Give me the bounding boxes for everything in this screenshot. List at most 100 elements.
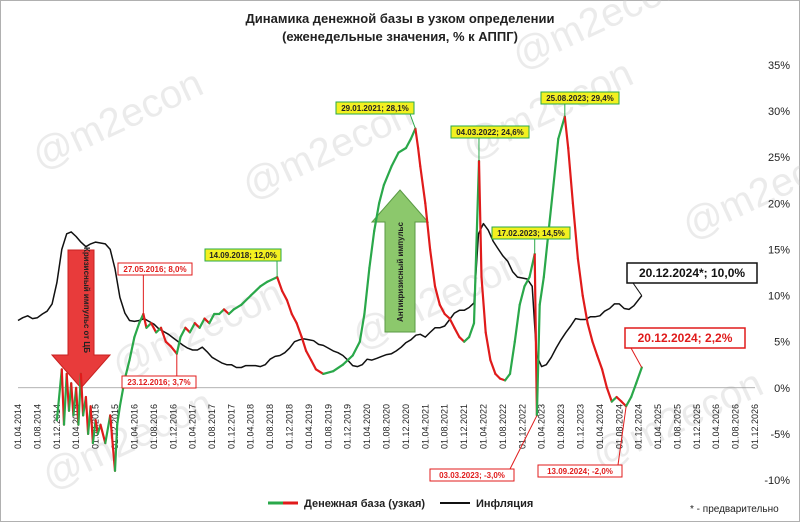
series-segment-money-base (305, 349, 313, 362)
series-segment-money-base (438, 303, 446, 316)
callout-box (450, 125, 530, 139)
series-segment-money-base (480, 276, 487, 334)
x-tick-label: 01.04.2015 (71, 404, 81, 449)
series-segment-money-base (281, 289, 289, 302)
y-tick-label: 25% (768, 152, 790, 164)
x-tick-label: 01.04.2022 (478, 404, 488, 449)
series-segment-money-base (576, 257, 584, 297)
series-segment-money-base (208, 312, 216, 325)
series-segment-money-base (179, 326, 187, 339)
series-segment-money-base (222, 308, 230, 316)
series-segment-money-base (198, 317, 206, 329)
x-tick-label: 01.08.2024 (614, 404, 624, 449)
series-segment-money-base (322, 370, 335, 375)
x-tick-label: 01.08.2023 (556, 404, 566, 449)
x-tick-label: 01.04.2014 (13, 404, 23, 449)
series-segment-money-base (113, 423, 119, 472)
series-segment-money-base (624, 395, 633, 408)
chart-title: Динамика денежной базы в узком определен… (246, 11, 555, 26)
callout-label: 25.08.2023; 29,4% (546, 94, 614, 103)
series-segment-money-base (218, 308, 226, 316)
series-segment-money-base (419, 165, 427, 205)
x-tick-label: 01.08.2019 (323, 404, 333, 449)
series-segment-money-base (535, 303, 541, 417)
series-segment-money-base (351, 340, 361, 357)
footnote: * - предварительно (690, 504, 779, 515)
y-tick-label: 10% (768, 291, 790, 303)
x-tick-label: 01.04.2019 (304, 404, 314, 449)
series-segment-money-base (552, 137, 560, 186)
series-segment-money-base (630, 382, 638, 399)
x-tick-label: 01.12.2014 (52, 404, 62, 449)
x-tick-label: 01.04.2020 (362, 404, 372, 449)
series-segment-money-base (429, 248, 437, 288)
series-segment-money-base (159, 326, 167, 343)
series-segment-money-base (596, 354, 604, 371)
arrow-annotations: Кризисный импульс от ЦБ Антикризисный имп… (50, 189, 430, 389)
series-segment-money-base (150, 322, 158, 334)
callout-leader (509, 415, 538, 470)
callout-label: 27.05.2016; 8,0% (123, 265, 186, 274)
series-segment-money-base (300, 336, 308, 352)
arrow-up-shape (370, 189, 430, 333)
series-segment-money-base (453, 326, 461, 339)
series-segment-money-base (448, 317, 456, 329)
x-tick-label: 01.08.2025 (672, 404, 682, 449)
chart-subtitle: (еженедельные значения, % к АППГ) (282, 29, 518, 44)
series-segment-money-base (142, 312, 148, 329)
x-tick-label: 01.08.2026 (731, 404, 741, 449)
callout-leader (632, 282, 643, 296)
series-segment-money-base (314, 368, 325, 375)
callout-box (335, 101, 415, 115)
callout-label: 14.09.2018; 12,0% (209, 251, 277, 260)
callout-box (491, 226, 571, 240)
series-segment-money-base (563, 115, 570, 150)
x-tick-label: 01.08.2018 (265, 404, 275, 449)
y-tick-label: -5% (770, 429, 790, 441)
series-segment-money-base (508, 340, 516, 375)
x-tick-label: 01.08.2020 (382, 404, 392, 449)
series-segment-money-base (635, 366, 643, 385)
series-segment-money-base (104, 414, 112, 445)
x-tick-label: 01.08.2021 (440, 404, 450, 449)
series-segment-money-base (295, 322, 303, 339)
series-segment-money-base (382, 165, 393, 186)
callout-box (117, 262, 193, 276)
series-segment-money-base (489, 359, 497, 375)
callout-label: 04.03.2022; 24,6% (456, 128, 524, 137)
series-segment-money-base (99, 423, 107, 445)
callout-box (540, 91, 620, 105)
x-tick-label: 01.04.2016 (129, 404, 139, 449)
series-segment-money-base (259, 280, 269, 288)
x-tick-label: 01.12.2018 (285, 404, 295, 449)
x-tick-label: 01.08.2014 (32, 404, 42, 449)
y-tick-label: 0% (774, 383, 790, 395)
y-tick-label: 20% (768, 198, 790, 210)
callout-label: 17.02.2023; 14,5% (497, 229, 565, 238)
series-segment-money-base (458, 336, 466, 343)
x-tick-label: 01.04.2025 (653, 404, 663, 449)
series-segment-money-base (404, 137, 412, 150)
series-segment-money-base (417, 146, 422, 168)
series-segment-money-base (373, 202, 381, 233)
arrow-down-shape (50, 249, 112, 389)
x-tick-label: 01.12.2016 (168, 404, 178, 449)
callout-box (626, 262, 758, 284)
callout-box (624, 327, 746, 349)
legend-label-inflation: Инфляция (476, 498, 533, 510)
x-tick-label: 01.04.2024 (595, 404, 605, 449)
series-segment-money-base (128, 336, 136, 362)
x-tick-label: 01.12.2015 (110, 404, 120, 449)
series-segment-money-base (433, 285, 441, 306)
series-segment-money-base (227, 308, 235, 316)
series-segment-money-base (538, 276, 545, 306)
x-tick-label: 01.12.2017 (226, 404, 236, 449)
series-segment-money-base (523, 276, 531, 288)
series-segment-money-base (513, 303, 521, 343)
x-tick-label: 01.04.2018 (246, 404, 256, 449)
callout-label: 13.09.2024; -2,0% (547, 467, 613, 476)
series-segment-money-base (341, 354, 354, 366)
series-segment-money-base (290, 312, 298, 325)
